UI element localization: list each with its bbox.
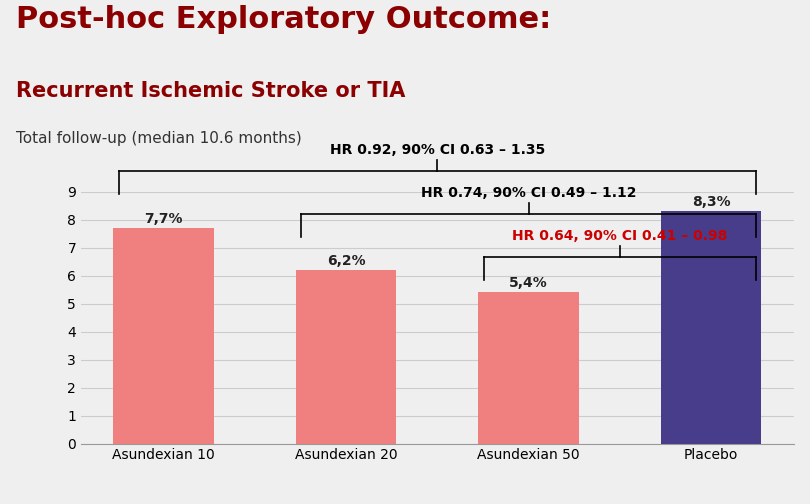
Bar	[296, 270, 396, 444]
Text: 8,3%: 8,3%	[692, 195, 731, 209]
Text: Post-hoc Exploratory Outcome:: Post-hoc Exploratory Outcome:	[16, 5, 552, 34]
Bar	[479, 292, 579, 444]
Bar	[661, 211, 761, 444]
Text: HR 0.64, 90% CI 0.41 – 0.98: HR 0.64, 90% CI 0.41 – 0.98	[512, 229, 727, 243]
Text: 6,2%: 6,2%	[326, 254, 365, 268]
Text: HR 0.92, 90% CI 0.63 – 1.35: HR 0.92, 90% CI 0.63 – 1.35	[330, 144, 545, 157]
Text: 7,7%: 7,7%	[144, 212, 183, 226]
Text: Total follow-up (median 10.6 months): Total follow-up (median 10.6 months)	[16, 131, 302, 146]
Bar	[113, 228, 214, 444]
Text: 5,4%: 5,4%	[509, 276, 548, 290]
Text: Recurrent Ischemic Stroke or TIA: Recurrent Ischemic Stroke or TIA	[16, 81, 406, 101]
Text: HR 0.74, 90% CI 0.49 – 1.12: HR 0.74, 90% CI 0.49 – 1.12	[421, 186, 637, 201]
